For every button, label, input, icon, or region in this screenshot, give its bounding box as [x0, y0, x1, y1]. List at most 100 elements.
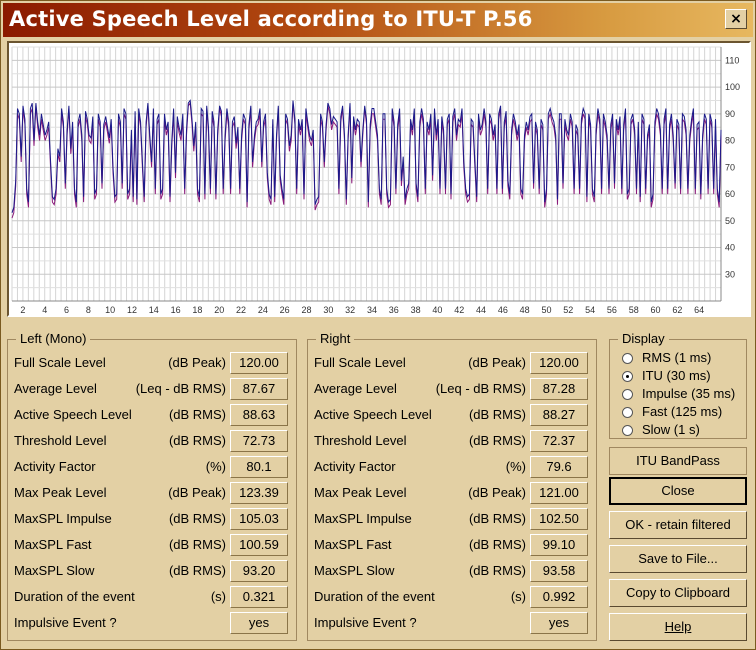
x-tick-label: 52: [563, 305, 573, 315]
right-channel-group: Right Full Scale Level (dB Peak) 120.00 Ave…: [307, 331, 597, 641]
radio-circle-icon[interactable]: [622, 371, 633, 382]
left-row-value: 87.67: [230, 378, 288, 400]
x-tick-label: 64: [694, 305, 704, 315]
left-row: Threshold Level (dB RMS) 72.73: [8, 430, 296, 452]
x-tick-label: 24: [258, 305, 268, 315]
right-row-label: Active Speech Level: [314, 407, 432, 422]
left-group-title: Left (Mono): [16, 331, 91, 346]
right-row: MaxSPL Impulse (dB RMS) 102.50: [308, 508, 596, 530]
left-row-value: 93.20: [230, 560, 288, 582]
y-tick-label: 60: [725, 189, 735, 199]
left-channel-group: Left (Mono) Full Scale Level (dB Peak) 120…: [7, 331, 297, 641]
left-row: Average Level (Leq - dB RMS) 87.67: [8, 378, 296, 400]
right-row: Full Scale Level (dB Peak) 120.00: [308, 352, 596, 374]
left-row-unit: (dB RMS): [168, 433, 226, 448]
left-row: Full Scale Level (dB Peak) 120.00: [8, 352, 296, 374]
close-button[interactable]: Close: [609, 477, 747, 505]
right-row-label: Full Scale Level: [314, 355, 406, 370]
x-tick-label: 56: [607, 305, 617, 315]
right-row-value: 88.27: [530, 404, 588, 426]
left-row-value: 0.321: [230, 586, 288, 608]
right-row-value: 93.58: [530, 560, 588, 582]
x-tick-label: 38: [411, 305, 421, 315]
radio-circle-icon[interactable]: [622, 353, 633, 364]
right-row: MaxSPL Fast (dB RMS) 99.10: [308, 534, 596, 556]
right-row-unit: (dB RMS): [468, 511, 526, 526]
left-row-unit: (dB Peak): [168, 485, 226, 500]
x-tick-label: 30: [323, 305, 333, 315]
display-radio-label: Slow (1 s): [642, 422, 700, 437]
x-tick-label: 12: [127, 305, 137, 315]
right-row-value: yes: [530, 612, 588, 634]
left-row-unit: (dB RMS): [168, 563, 226, 578]
y-tick-label: 40: [725, 243, 735, 253]
right-row-value: 102.50: [530, 508, 588, 530]
x-tick-label: 26: [280, 305, 290, 315]
radio-selected-dot-icon: [626, 375, 629, 378]
itu-bandpass-button[interactable]: ITU BandPass: [609, 447, 747, 475]
display-radio-label: ITU (30 ms): [642, 368, 711, 383]
left-row-label: Max Peak Level: [14, 485, 107, 500]
x-tick-label: 32: [345, 305, 355, 315]
right-row-label: Activity Factor: [314, 459, 396, 474]
right-row-value: 121.00: [530, 482, 588, 504]
right-row: Max Peak Level (dB Peak) 121.00: [308, 482, 596, 504]
y-tick-label: 30: [725, 269, 735, 279]
radio-circle-icon[interactable]: [622, 407, 633, 418]
right-row-unit: (dB Peak): [468, 355, 526, 370]
left-row-unit: (Leq - dB RMS): [135, 381, 226, 396]
save-to-file-button[interactable]: Save to File...: [609, 545, 747, 573]
x-tick-label: 34: [367, 305, 377, 315]
right-group-title: Right: [316, 331, 355, 346]
left-row: Duration of the event (s) 0.321: [8, 586, 296, 608]
right-row-label: MaxSPL Slow: [314, 563, 395, 578]
right-row-value: 87.28: [530, 378, 588, 400]
right-row-value: 120.00: [530, 352, 588, 374]
y-tick-label: 70: [725, 162, 735, 172]
display-radio-label: Fast (125 ms): [642, 404, 723, 419]
title-bar[interactable]: Active Speech Level according to ITU-T P…: [3, 3, 753, 37]
right-row-unit: (s): [510, 589, 526, 604]
left-row-label: Active Speech Level: [14, 407, 132, 422]
right-row: Active Speech Level (dB RMS) 88.27: [308, 404, 596, 426]
left-row-label: MaxSPL Slow: [14, 563, 95, 578]
chart-svg: 2 4 6 8 10 12 14 16 18 20 22 24 26 28 30 32 34 36 38 40 42 44…: [11, 46, 740, 315]
left-row-value: 72.73: [230, 430, 288, 452]
x-tick-label: 18: [192, 305, 202, 315]
display-group-title: Display: [618, 331, 669, 346]
right-row-value: 0.992: [530, 586, 588, 608]
left-row-value: 105.03: [230, 508, 288, 530]
right-row-unit: (dB RMS): [468, 433, 526, 448]
left-row-label: Full Scale Level: [14, 355, 106, 370]
x-tick-label: 50: [541, 305, 551, 315]
copy-to-clipboard-button[interactable]: Copy to Clipboard: [609, 579, 747, 607]
right-row-label: Max Peak Level: [314, 485, 407, 500]
x-tick-label: 14: [149, 305, 159, 315]
left-row-unit: (%): [205, 459, 226, 474]
left-row-label: Activity Factor: [14, 459, 96, 474]
right-row-unit: (dB RMS): [468, 537, 526, 552]
help-button[interactable]: Help: [609, 613, 747, 641]
ok-retain-filtered-button[interactable]: OK - retain filtered: [609, 511, 747, 539]
series-line-2: [11, 99, 722, 213]
x-tick-label: 36: [389, 305, 399, 315]
x-tick-label: 60: [651, 305, 661, 315]
x-tick-label: 20: [214, 305, 224, 315]
y-tick-label: 90: [725, 109, 735, 119]
right-row-unit: (dB RMS): [468, 407, 526, 422]
left-row-value: 100.59: [230, 534, 288, 556]
left-row-label: Threshold Level: [14, 433, 107, 448]
radio-circle-icon[interactable]: [622, 389, 633, 400]
right-row-unit: (dB RMS): [468, 563, 526, 578]
x-tick-label: 54: [585, 305, 595, 315]
right-row-unit: (dB Peak): [468, 485, 526, 500]
left-row-label: MaxSPL Fast: [14, 537, 92, 552]
radio-circle-icon[interactable]: [622, 425, 633, 436]
x-tick-label: 46: [498, 305, 508, 315]
display-mode-group: Display RMS (1 ms) ITU (30 ms) Impulse (35…: [609, 331, 747, 439]
close-window-button[interactable]: ×: [725, 9, 747, 29]
left-row-value: 120.00: [230, 352, 288, 374]
right-row-value: 99.10: [530, 534, 588, 556]
right-row-unit: (%): [505, 459, 526, 474]
